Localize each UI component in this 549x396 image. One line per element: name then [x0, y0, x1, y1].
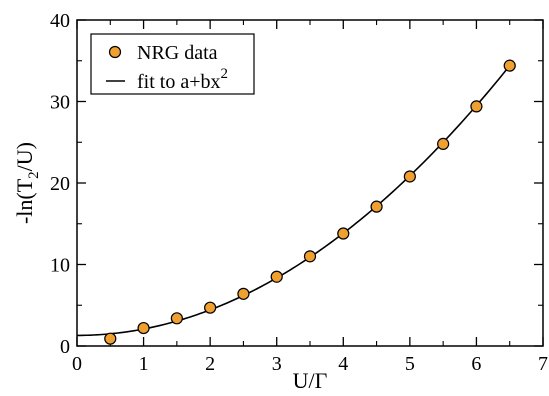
x-tick-label: 3	[272, 353, 282, 375]
axis-ticks	[76, 19, 544, 347]
y-axis-label-sub: 2	[26, 171, 42, 179]
y-tick-label: 10	[50, 255, 70, 277]
data-point	[337, 227, 350, 240]
legend-label-fit-base: fit to a+bx	[137, 71, 221, 93]
y-axis-label-rest: /U)	[12, 142, 37, 171]
data-point	[503, 59, 516, 72]
y-axis-label-base: -ln(T	[12, 178, 37, 224]
x-tick-label: 7	[538, 353, 548, 375]
y-tick-label: 30	[50, 92, 70, 114]
x-tick-label: 4	[338, 353, 348, 375]
y-tick-label: 20	[50, 173, 70, 195]
data-point	[437, 137, 450, 150]
legend-box	[90, 33, 255, 95]
data-point	[470, 100, 483, 113]
data-point	[204, 301, 217, 314]
legend-label-fit-sup: 2	[221, 66, 229, 82]
x-tick-label: 0	[72, 353, 82, 375]
legend-marker-nrg	[108, 45, 122, 59]
data-point	[370, 200, 383, 213]
legend-label-nrg: NRG data	[137, 42, 218, 64]
legend: NRG data fit to a+bx2	[90, 33, 255, 95]
data-point	[170, 312, 183, 325]
x-tick-label: 1	[139, 353, 149, 375]
x-tick-label: 6	[471, 353, 481, 375]
data-point	[270, 270, 283, 283]
y-tick-label: 40	[50, 10, 70, 32]
x-axis-label: U/Γ	[293, 368, 328, 393]
data-points	[104, 59, 516, 345]
tick-labels: 0 1 2 3 4 5 6 7 0 10 20 30 40	[50, 10, 548, 375]
x-tick-label: 5	[405, 353, 415, 375]
y-tick-label: 0	[60, 336, 70, 358]
data-point	[237, 287, 250, 300]
fit-curve-line	[76, 65, 511, 337]
legend-label-fit: fit to a+bx2	[137, 66, 228, 93]
x-tick-label: 2	[205, 353, 215, 375]
data-point	[104, 332, 117, 345]
data-point	[137, 321, 150, 335]
data-point	[303, 250, 317, 263]
data-point	[403, 170, 416, 183]
fit-layer	[76, 65, 511, 337]
y-axis-label: -ln(T2/U)	[12, 142, 42, 224]
